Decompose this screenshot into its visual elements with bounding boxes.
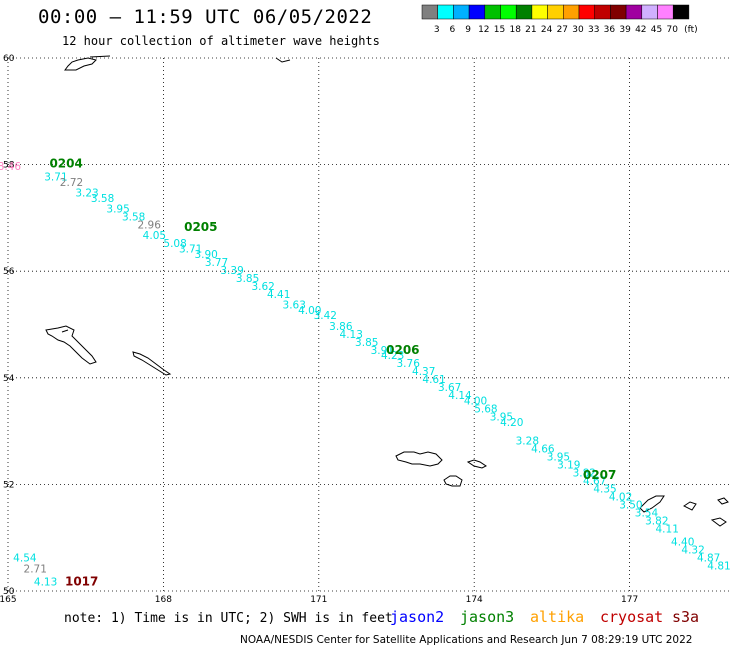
wave-height-value: 4.32 [681,545,704,557]
wave-height-value: 3.67 [438,382,461,394]
wave-height-value: 4.41 [267,289,290,301]
wave-height-value: 3.95 [106,204,129,216]
pass-time-label: 0206 [386,343,419,357]
wave-height-value: 4.00 [298,305,321,317]
satellite-label-jason3: jason3 [460,608,515,626]
lat-tick-label: 52 [3,480,14,490]
wave-height-value: 4.02 [609,491,632,503]
wave-height-value: 4.23 [381,350,404,362]
satellite-label-cryosat: cryosat [600,608,664,626]
altimeter-track: 3.712.723.233.583.953.582.964.055.083.71… [0,161,731,589]
wave-height-value: 3.85 [355,337,378,349]
wave-height-value: 4.81 [707,561,730,573]
pass-time-label: 0204 [49,156,82,170]
pass-time-label: 0205 [184,220,217,234]
axis-labels: 165 168 171 174 177 60 58 56 54 52 50 [0,54,638,605]
wave-height-value: 4.37 [412,366,435,378]
wave-height-value: 4.61 [422,374,445,386]
coast-corner [275,57,291,63]
wave-height-value: 4.13 [34,577,57,589]
wave-height-value: 5.68 [474,403,497,415]
wave-height-value: 4.14 [448,390,472,402]
wave-height-value: 4.40 [671,537,694,549]
wave-height-value: 2.72 [60,177,83,189]
wave-height-value: 3.63 [283,300,306,312]
lon-tick-label: 171 [310,595,327,605]
lon-tick-label: 177 [621,595,638,605]
bering-island [45,325,97,365]
lat-tick-label: 54 [3,374,15,384]
wave-height-value: 4.54 [13,553,37,565]
attu-island [395,451,443,467]
wave-height-value: 3.91 [371,345,394,357]
wave-height-value: 4.11 [656,523,679,535]
lon-tick-label: 168 [155,595,172,605]
satellite-label-s3a: s3a [672,608,700,626]
wave-height-value: 2.96 [138,220,162,232]
graticule [7,57,732,592]
semichi-islands [466,459,487,469]
page-title: 00:00 – 11:59 UTC 06/05/2022 [38,6,373,28]
lat-tick-label: 58 [3,161,15,171]
wave-height-value: 3.28 [516,435,539,447]
wave-height-value: 3.58 [122,212,145,224]
wave-height-value: 3.54 [635,507,659,519]
wave-height-value: 3.19 [557,459,580,471]
wave-height-value: 4.66 [531,443,555,455]
wave-height-value: 3.71 [179,244,202,256]
wave-height-value: 4.87 [697,553,720,565]
wave-height-value: 2.71 [24,563,47,575]
wave-height-value: 3.71 [44,172,67,184]
agattu-island [443,475,463,487]
wave-height-value: 3.39 [220,265,243,277]
wave-height-value: 3.50 [619,499,642,511]
wave-height-value: 3.62 [251,281,274,293]
rat-islands [639,495,729,527]
satellite-label-altika: altika [530,608,585,626]
pass-time-labels: 0204 0205 0206 0207 1017 [49,156,616,588]
wave-height-value: 3.95 [547,451,570,463]
wave-height-value: 4.13 [340,329,363,341]
wave-height-value: 3.58 [91,193,114,205]
credit-line: NOAA/NESDIS Center for Satellite Applica… [240,634,693,646]
wave-height-value: 3.76 [397,358,421,370]
wave-height-value: 3.90 [194,249,217,261]
wave-height-value: 3.82 [645,515,668,527]
coastline [45,55,729,527]
wave-height-value: 4.00 [464,395,487,407]
wave-height-value: 3.95 [490,411,513,423]
satellite-label-jason2: jason2 [390,608,445,626]
wave-height-value: 3.85 [236,273,259,285]
footer-note: note: 1) Time is in UTC; 2) SWH is in fe… [64,611,393,626]
wave-height-value: 5.08 [163,238,186,250]
coast-kamchatka-tip [64,55,111,71]
wave-height-value: 8.46 [0,161,21,173]
wave-height-value: 3.77 [205,257,228,269]
lat-tick-label: 50 [3,587,15,597]
pass-time-label: 1017 [65,575,98,589]
wave-height-value: 3.42 [314,310,337,322]
page-subtitle: 12 hour collection of altimeter wave hei… [62,34,380,48]
lat-tick-label: 60 [3,54,15,64]
lon-tick-label: 165 [0,595,17,605]
wave-height-value: 4.05 [143,230,166,242]
wave-height-value: 3.86 [329,321,353,333]
lon-tick-label: 174 [466,595,483,605]
wave-height-value: 4.20 [500,417,523,429]
wave-height-value: 3.23 [75,188,98,200]
wave-height-value: 4.35 [593,483,616,495]
wave-height-value: 4.67 [583,475,606,487]
pass-time-label: 0207 [583,468,616,482]
wave-height-value: 3.82 [573,467,596,479]
medny-island [132,351,172,376]
lat-tick-label: 56 [3,267,15,277]
